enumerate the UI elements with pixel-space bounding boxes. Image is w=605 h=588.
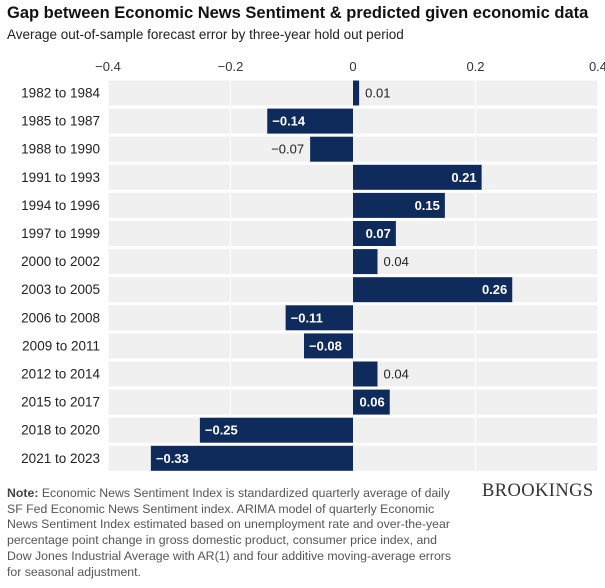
x-tick-label: 0.2 xyxy=(466,59,484,74)
x-tick-label: −0.4 xyxy=(95,59,121,74)
x-tick-label: 0.4 xyxy=(589,59,605,74)
bar xyxy=(353,389,390,415)
data-label: −0.14 xyxy=(272,114,306,129)
category-label: 2003 to 2005 xyxy=(21,282,100,297)
category-label: 2012 to 2014 xyxy=(21,367,100,382)
bar xyxy=(285,305,353,331)
category-label: 1991 to 1993 xyxy=(21,170,100,185)
data-label: −0.11 xyxy=(291,310,323,325)
category-label: 1994 to 1996 xyxy=(21,198,100,213)
data-label: 0.26 xyxy=(482,282,507,297)
bar xyxy=(353,164,482,190)
note-label: Note: xyxy=(7,486,39,500)
data-label: 0.04 xyxy=(384,367,409,382)
category-label: 1985 to 1987 xyxy=(21,114,100,129)
data-label: 0.04 xyxy=(384,254,409,269)
bar xyxy=(304,333,353,359)
bar xyxy=(353,80,360,106)
data-label: 0.15 xyxy=(415,198,440,213)
category-label: 2009 to 2011 xyxy=(22,338,100,353)
bar xyxy=(150,445,353,471)
data-label: 0.07 xyxy=(366,226,391,241)
bar-chart: −0.4 −0.2 0 0.2 0.4 1982 to 1984 0.01 1985 to 1… xyxy=(21,59,605,471)
category-label: 2018 to 2020 xyxy=(21,423,100,438)
data-label: −0.07 xyxy=(271,142,304,157)
bar xyxy=(353,361,378,387)
data-label: 0.06 xyxy=(359,395,384,410)
category-label: 1997 to 1999 xyxy=(21,226,100,241)
x-tick-label: −0.2 xyxy=(218,59,244,74)
data-label: 0.21 xyxy=(451,170,476,185)
category-label: 1988 to 1990 xyxy=(21,142,100,157)
bar xyxy=(199,417,353,443)
category-label: 2021 to 2023 xyxy=(21,451,100,466)
x-tick-label: 0 xyxy=(349,59,356,74)
data-label: −0.08 xyxy=(309,338,342,353)
brookings-logo: BROOKINGS xyxy=(482,481,594,501)
bar xyxy=(353,277,513,303)
footnote: Note: Economic News Sentiment Index is s… xyxy=(7,486,462,580)
bar xyxy=(310,136,353,162)
category-label: 2000 to 2002 xyxy=(21,254,100,269)
data-label: −0.33 xyxy=(156,451,189,466)
data-label: −0.25 xyxy=(205,423,238,438)
bar xyxy=(353,249,378,275)
bar xyxy=(267,108,353,134)
bar xyxy=(353,221,396,246)
note-text: Economic News Sentiment Index is standar… xyxy=(7,486,452,579)
category-label: 2006 to 2008 xyxy=(21,310,100,325)
chart-title: Gap between Economic News Sentiment & pr… xyxy=(7,4,589,22)
category-label: 2015 to 2017 xyxy=(21,395,100,410)
data-label: 0.01 xyxy=(365,86,390,101)
category-label: 1982 to 1984 xyxy=(21,86,100,101)
chart-subtitle: Average out-of-sample forecast error by … xyxy=(7,27,404,42)
bar xyxy=(353,192,445,218)
